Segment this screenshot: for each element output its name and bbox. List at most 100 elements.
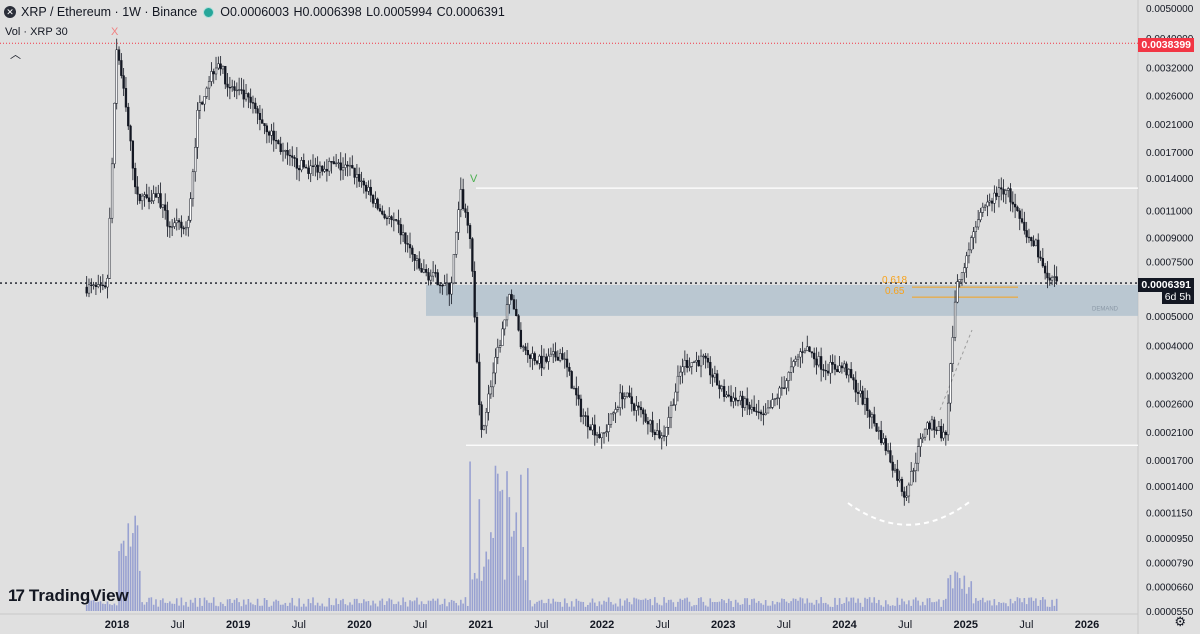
volume-bar <box>771 601 774 611</box>
volume-bar <box>226 599 229 611</box>
candle-body <box>979 212 982 221</box>
candle-body <box>847 369 850 376</box>
volume-bar <box>242 599 245 611</box>
volume-bar <box>180 597 183 611</box>
candle-body <box>921 436 924 440</box>
candle-body <box>140 195 144 202</box>
volume-bar <box>589 602 591 611</box>
candle-body <box>886 450 890 452</box>
candle-body <box>87 284 91 294</box>
volume-bar <box>282 604 284 611</box>
candle-body <box>217 63 220 69</box>
candle-body <box>425 269 428 273</box>
candle-body <box>997 187 1001 197</box>
candle-body <box>408 244 412 249</box>
candle-body <box>390 216 393 220</box>
volume-bar <box>954 571 956 611</box>
volume-bar <box>665 602 668 611</box>
price-tick-label: 0.0017000 <box>1146 148 1194 159</box>
volume-bar <box>670 599 672 611</box>
volume-bar <box>658 604 661 611</box>
volume-bar <box>778 602 781 611</box>
volume-bar <box>621 605 624 611</box>
candle-body <box>212 71 215 75</box>
volume-bar <box>769 605 772 611</box>
candle-body <box>849 369 853 378</box>
candle-body <box>180 221 183 229</box>
tradingview-logo[interactable]: 17 TradingView <box>8 586 129 606</box>
volume-bar <box>894 605 896 611</box>
candle-body <box>995 192 998 197</box>
candle-body <box>1009 188 1012 203</box>
volume-bar <box>776 601 779 611</box>
volume-bar <box>358 603 361 611</box>
volume-bar <box>630 604 633 611</box>
candle-body <box>110 163 114 219</box>
candle-body <box>334 162 338 165</box>
volume-bar <box>245 604 247 611</box>
volume-bar <box>150 597 153 611</box>
settings-gear-icon[interactable]: ⚙ <box>1174 614 1186 629</box>
volume-bar <box>108 604 111 611</box>
candle-body <box>108 217 111 279</box>
market-status-icon[interactable] <box>203 6 215 18</box>
candle-body <box>990 200 994 204</box>
candle-body <box>702 355 705 358</box>
volume-bar <box>307 598 310 611</box>
volume-bar <box>132 533 134 611</box>
volume-bar <box>404 601 407 611</box>
volume-bar <box>319 605 321 611</box>
volume-bar <box>136 525 139 611</box>
volume-bar <box>457 605 460 611</box>
volume-legend[interactable]: Vol · XRP 30 <box>5 26 68 38</box>
volume-bar <box>196 606 199 611</box>
volume-bar <box>305 606 307 611</box>
candle-body <box>441 285 444 287</box>
volume-bar <box>649 598 652 611</box>
volume-bar <box>850 597 852 611</box>
time-tick-label: Jul <box>171 619 185 631</box>
candle-body <box>815 358 818 366</box>
time-tick-label: 2019 <box>226 619 250 631</box>
volume-bar <box>986 600 989 611</box>
candle-body <box>1011 201 1014 205</box>
volume-bar <box>667 599 670 611</box>
candle-body <box>799 351 802 358</box>
volume-bar <box>933 602 936 611</box>
candle-body <box>261 119 264 124</box>
volume-bar <box>284 602 287 611</box>
volume-bar <box>702 601 705 611</box>
volume-bar <box>508 497 511 611</box>
volume-bar <box>259 605 261 611</box>
volume-bar <box>231 602 233 611</box>
volume-bar <box>640 599 642 611</box>
candle-body <box>953 301 957 338</box>
candle-body <box>113 102 116 165</box>
candle-body <box>972 231 975 238</box>
candle-body <box>674 391 677 406</box>
price-tick-label: 0.0032000 <box>1146 64 1194 75</box>
volume-bar <box>988 600 991 611</box>
candle-body <box>524 346 527 351</box>
candle-body <box>905 495 908 498</box>
collapse-legend-icon[interactable]: ︿ <box>10 49 21 61</box>
volume-bar <box>975 598 977 611</box>
volume-bar <box>363 599 365 611</box>
volume-bar <box>552 598 555 611</box>
volume-bar <box>751 599 753 611</box>
volume-bar <box>148 597 150 611</box>
candle-body <box>949 363 952 404</box>
volume-bar <box>499 491 501 611</box>
volume-bar <box>891 605 894 611</box>
candle-body <box>919 438 922 447</box>
candle-body <box>686 360 689 368</box>
volume-bar <box>515 512 518 611</box>
candle-body <box>845 363 848 376</box>
volume-bar <box>395 603 397 611</box>
volume-bar <box>90 600 93 611</box>
candle-body <box>94 284 98 287</box>
volume-bar <box>252 604 254 611</box>
chart-title[interactable]: XRP / Ethereum · 1W · Binance <box>21 5 198 19</box>
